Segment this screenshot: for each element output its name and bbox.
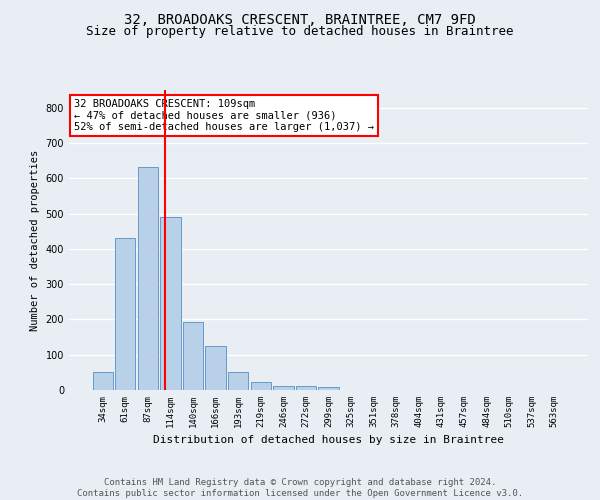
Bar [273, 386, 293, 390]
X-axis label: Distribution of detached houses by size in Braintree: Distribution of detached houses by size … [153, 436, 504, 446]
Bar [138, 167, 158, 390]
Bar [183, 322, 203, 390]
Bar [228, 372, 248, 390]
Bar [296, 386, 316, 390]
Bar [251, 382, 271, 390]
Bar [205, 346, 226, 390]
Text: Contains HM Land Registry data © Crown copyright and database right 2024.
Contai: Contains HM Land Registry data © Crown c… [77, 478, 523, 498]
Bar [92, 372, 113, 390]
Text: 32, BROADOAKS CRESCENT, BRAINTREE, CM7 9FD: 32, BROADOAKS CRESCENT, BRAINTREE, CM7 9… [124, 12, 476, 26]
Bar [115, 238, 136, 390]
Bar [319, 387, 338, 390]
Y-axis label: Number of detached properties: Number of detached properties [30, 150, 40, 330]
Text: Size of property relative to detached houses in Braintree: Size of property relative to detached ho… [86, 25, 514, 38]
Text: 32 BROADOAKS CRESCENT: 109sqm
← 47% of detached houses are smaller (936)
52% of : 32 BROADOAKS CRESCENT: 109sqm ← 47% of d… [74, 99, 374, 132]
Bar [160, 217, 181, 390]
